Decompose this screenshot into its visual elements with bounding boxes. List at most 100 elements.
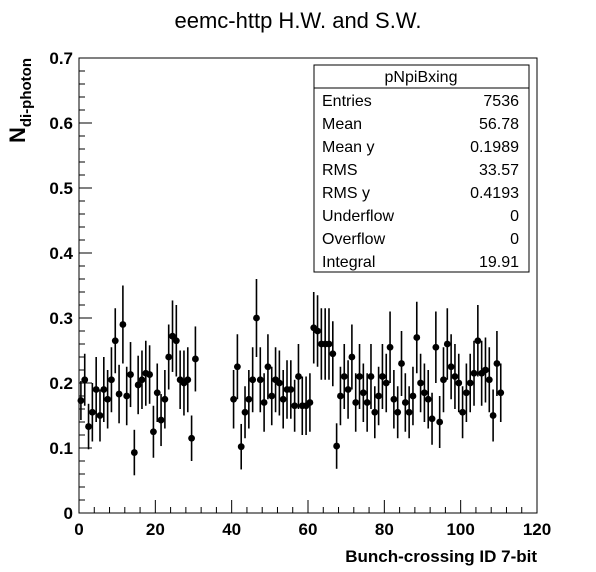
data-point: [382, 353, 390, 413]
data-point: [337, 366, 344, 426]
data-point: [233, 334, 241, 400]
data-point: [188, 415, 195, 461]
point-marker: [172, 337, 180, 345]
data-point: [310, 292, 318, 364]
data-point: [138, 350, 146, 409]
point-marker: [115, 390, 123, 398]
point-marker: [256, 376, 264, 384]
data-point: [275, 350, 283, 416]
data-point: [260, 373, 268, 432]
data-point: [485, 347, 493, 413]
data-point: [104, 370, 112, 429]
data-point: [375, 366, 383, 426]
data-point: [287, 360, 295, 419]
data-point: [478, 340, 486, 406]
point-marker: [184, 376, 192, 384]
data-point: [253, 279, 260, 357]
data-point: [436, 396, 444, 448]
point-marker: [466, 379, 474, 387]
x-tick-label: 120: [523, 520, 551, 539]
point-marker: [394, 408, 402, 416]
point-marker: [264, 363, 272, 371]
data-point: [241, 386, 249, 439]
point-marker: [340, 373, 348, 380]
point-marker: [275, 379, 283, 387]
point-marker: [77, 397, 85, 404]
x-tick-label: 100: [446, 520, 474, 539]
data-point: [390, 370, 398, 429]
point-marker: [241, 408, 249, 416]
point-marker: [153, 389, 161, 397]
data-point: [295, 344, 302, 409]
point-marker: [169, 332, 176, 340]
data-point: [165, 324, 173, 390]
point-marker: [462, 389, 470, 397]
data-point: [493, 331, 501, 396]
data-point: [256, 347, 264, 413]
point-marker: [230, 395, 237, 403]
point-marker: [150, 428, 157, 436]
data-point: [161, 370, 169, 429]
point-marker: [249, 376, 257, 384]
point-marker: [260, 399, 268, 406]
data-point: [432, 311, 440, 383]
stats-box-title: pNpiBxing: [385, 69, 458, 86]
x-tick-label: 0: [74, 520, 83, 539]
data-point: [497, 363, 505, 422]
data-point: [340, 344, 348, 409]
point-marker: [119, 321, 127, 328]
stats-row-value: 0.4193: [470, 185, 519, 202]
data-point: [443, 308, 451, 380]
point-marker: [440, 376, 447, 384]
point-marker: [127, 371, 134, 378]
data-point: [153, 363, 161, 422]
data-point: [157, 394, 165, 447]
point-marker: [165, 353, 173, 361]
point-marker: [375, 392, 383, 400]
stats-row-value: 0: [510, 231, 519, 248]
data-point: [146, 345, 154, 404]
point-marker: [379, 373, 386, 380]
stats-row-value: 56.78: [479, 116, 519, 133]
data-point: [462, 363, 470, 422]
point-marker: [455, 379, 463, 387]
stats-row-label: Mean: [322, 116, 362, 133]
point-marker: [344, 386, 352, 393]
point-marker: [382, 379, 390, 387]
y-tick-label: 0.3: [49, 309, 73, 328]
data-point: [489, 389, 497, 442]
stats-row-label: Overflow: [322, 231, 386, 248]
point-marker: [130, 449, 138, 456]
point-marker: [451, 373, 459, 380]
data-point: [264, 334, 272, 400]
y-axis-title: Ndi-photon: [5, 58, 35, 143]
stats-row-value: 0: [510, 208, 519, 225]
data-point: [237, 423, 245, 470]
data-point: [306, 373, 314, 432]
point-marker: [96, 412, 104, 419]
x-tick-label: 80: [375, 520, 394, 539]
data-point: [417, 353, 424, 413]
data-point: [386, 311, 394, 383]
data-point: [85, 403, 92, 450]
point-marker: [485, 376, 493, 384]
data-point: [329, 321, 337, 387]
data-point: [77, 381, 85, 421]
point-marker: [413, 334, 421, 341]
point-marker: [432, 343, 440, 351]
data-point: [482, 337, 489, 403]
data-point: [424, 370, 432, 429]
data-point: [344, 360, 352, 419]
data-point: [409, 366, 417, 426]
data-point: [268, 366, 276, 426]
data-point: [150, 405, 157, 458]
data-point: [230, 370, 237, 429]
data-point: [123, 366, 131, 426]
data-point: [172, 305, 180, 377]
data-point: [421, 363, 428, 422]
point-marker: [337, 392, 344, 400]
point-marker: [482, 366, 489, 374]
data-point: [92, 357, 100, 422]
point-marker: [409, 392, 417, 400]
data-point: [279, 370, 287, 429]
